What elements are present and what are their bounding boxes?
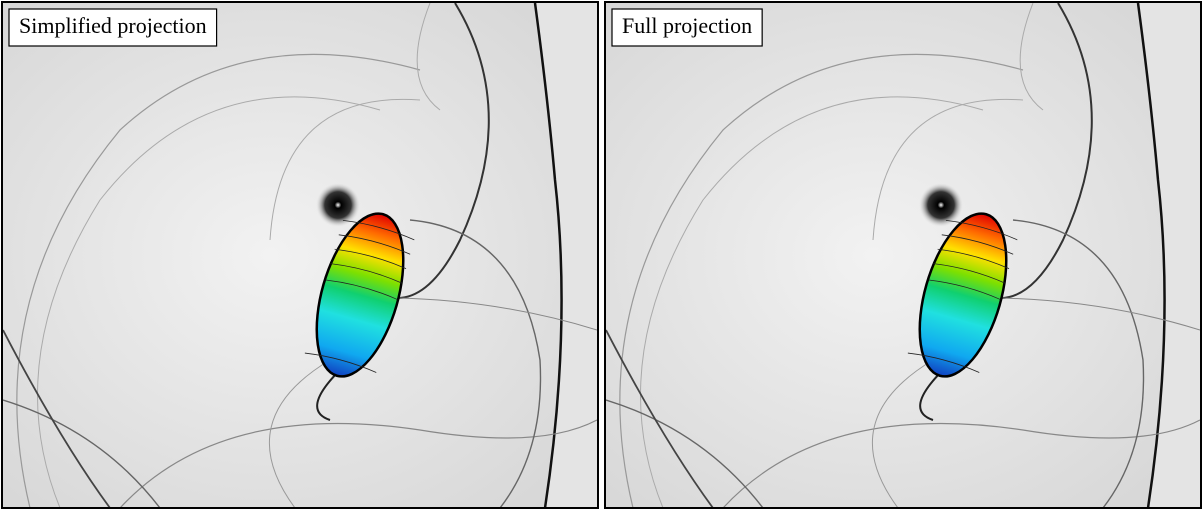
background [606, 3, 1200, 508]
panel-label: Full projection [622, 13, 752, 38]
background [3, 3, 597, 508]
panel: Simplified projection [2, 2, 598, 508]
label-box: Full projection [612, 9, 762, 46]
vortex [316, 183, 360, 227]
field [3, 3, 597, 508]
panel-label: Simplified projection [19, 13, 207, 38]
panel: Full projection [605, 2, 1201, 508]
vortex [919, 183, 963, 227]
figure: Simplified projection Full projection [0, 0, 1203, 510]
field [606, 3, 1200, 508]
label-box: Simplified projection [9, 9, 217, 46]
